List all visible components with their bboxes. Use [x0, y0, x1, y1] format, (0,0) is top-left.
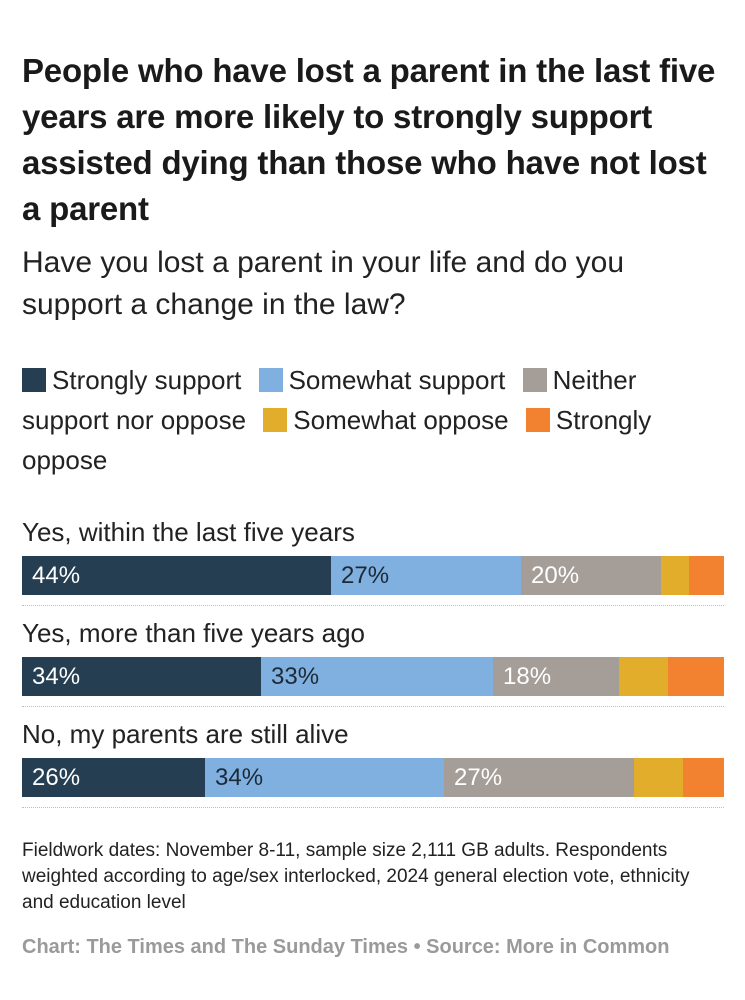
category-label: Yes, within the last five years	[22, 517, 355, 547]
bar-segment	[668, 657, 724, 696]
row-divider	[22, 706, 724, 707]
data-label: 33%	[271, 663, 320, 690]
bar-segment	[619, 657, 668, 696]
legend-swatch	[522, 368, 547, 392]
legend-swatch	[263, 408, 288, 432]
bar-segment	[689, 556, 724, 595]
legend-item: Neither support nor oppose	[22, 365, 636, 435]
row-divider	[22, 807, 724, 808]
legend-item: Strongly oppose	[22, 405, 651, 475]
category-label: Yes, more than five years ago	[22, 618, 366, 648]
stacked-bar: 34% 33% 18%	[22, 657, 724, 696]
bar-segment	[634, 758, 683, 797]
legend-swatch	[22, 368, 46, 392]
legend-label: Somewhat oppose	[293, 405, 509, 435]
stacked-bar: 44% 27% 20%	[22, 556, 724, 595]
data-label: 18%	[503, 663, 552, 690]
data-label: 34%	[215, 764, 264, 791]
legend-label: Strongly support	[52, 365, 242, 395]
bar-segment: 27%	[444, 758, 634, 797]
bar-segment: 34%	[205, 758, 444, 797]
bar-segment: 26%	[22, 758, 205, 797]
legend-item: Strongly support	[22, 365, 241, 395]
bar-segment: 20%	[521, 556, 661, 595]
legend-item: Somewhat oppose	[263, 405, 509, 435]
chart-subtitle: Have you lost a parent in your life and …	[22, 246, 625, 321]
category-label: No, my parents are still alive	[22, 719, 349, 749]
bar-segment	[683, 758, 724, 797]
data-label: 27%	[454, 764, 503, 791]
row-divider	[22, 605, 724, 606]
bar-segment: 18%	[493, 657, 619, 696]
data-label: 20%	[531, 562, 580, 589]
legend-swatch	[525, 408, 550, 432]
chart-title: People who have lost a parent in the las…	[22, 52, 716, 227]
data-label: 34%	[32, 663, 81, 690]
stacked-bar: 26% 34% 27%	[22, 758, 724, 797]
legend-swatch	[258, 368, 283, 392]
chart-header: People who have lost a parent in the las…	[22, 48, 722, 480]
data-label: 26%	[32, 764, 81, 791]
legend-label: Strongly oppose	[22, 405, 652, 475]
bar-segment: 34%	[22, 657, 261, 696]
legend-label: Neither support nor oppose	[22, 365, 637, 435]
bar-segment: 33%	[261, 657, 493, 696]
legend-label: Somewhat support	[288, 365, 506, 395]
fieldwork-notes: Fieldwork dates: November 8-11, sample s…	[22, 840, 690, 913]
bar-segment	[661, 556, 689, 595]
data-label: 27%	[341, 562, 390, 589]
bar-segment: 44%	[22, 556, 331, 595]
data-label: 44%	[32, 562, 81, 589]
bar-segment: 27%	[331, 556, 521, 595]
chart-credit: Chart: The Times and The Sunday Times • …	[22, 936, 670, 958]
legend: Strongly support Somewhat support Neithe…	[22, 360, 722, 480]
legend-item: Somewhat support	[258, 365, 506, 395]
